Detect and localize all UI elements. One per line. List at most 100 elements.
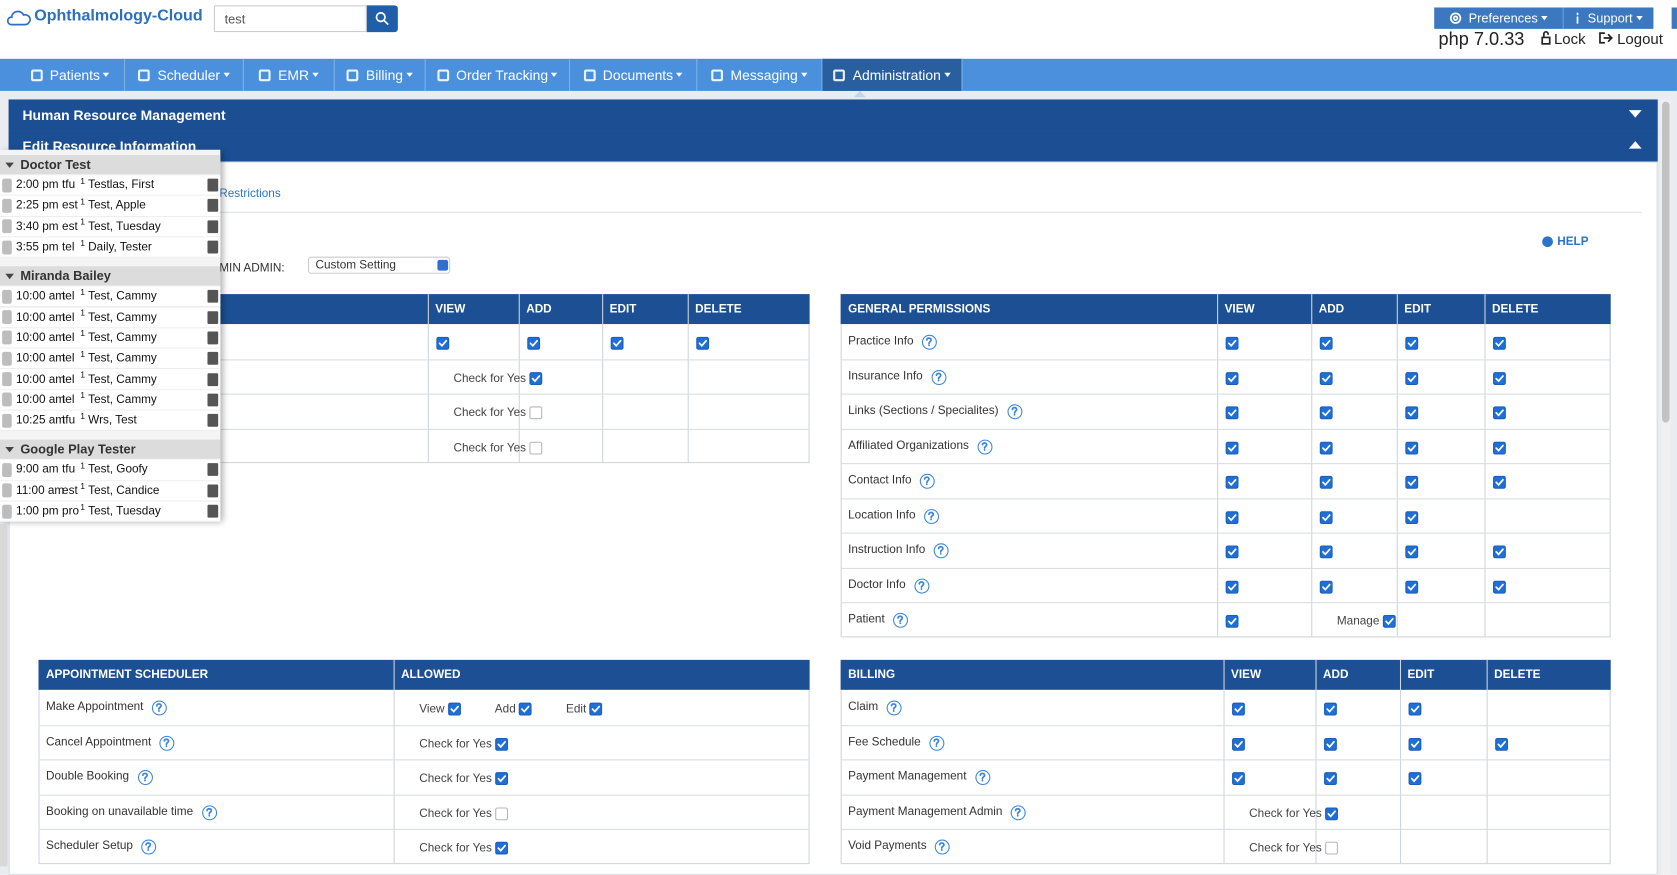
- checkbox[interactable]: [1324, 841, 1338, 855]
- checkbox[interactable]: [436, 336, 450, 350]
- help-icon[interactable]: [886, 700, 902, 716]
- search-button[interactable]: [366, 5, 398, 33]
- checkbox[interactable]: [1225, 406, 1239, 420]
- checkbox[interactable]: [1319, 441, 1333, 455]
- checkbox[interactable]: [1493, 336, 1506, 350]
- logout-link[interactable]: Logout: [1617, 29, 1663, 48]
- checkbox[interactable]: [1408, 772, 1422, 786]
- help-icon[interactable]: [931, 369, 947, 385]
- checkbox[interactable]: [529, 406, 543, 420]
- checkbox[interactable]: [1225, 475, 1239, 489]
- checkbox[interactable]: [1319, 510, 1333, 524]
- admin-select[interactable]: Custom Setting: [308, 256, 451, 274]
- tab-link[interactable]: Restrictions: [219, 187, 281, 200]
- appointment-row[interactable]: 10:00 am tel 1 Test, Cammy: [0, 369, 221, 391]
- nav-item[interactable]: Patients: [16, 58, 126, 91]
- help-icon[interactable]: [975, 770, 991, 786]
- checkbox[interactable]: [1493, 475, 1506, 489]
- nav-item[interactable]: Documents: [570, 58, 698, 91]
- checkbox[interactable]: [495, 737, 508, 751]
- nav-item[interactable]: Billing: [335, 58, 426, 91]
- appointment-row[interactable]: 11:00 am est 1 Test, Candice: [0, 480, 221, 502]
- appointment-row[interactable]: 1:00 pm pro 1 Test, Tuesday: [0, 501, 221, 523]
- checkbox[interactable]: [1408, 702, 1422, 716]
- checkbox[interactable]: [1232, 772, 1245, 786]
- provider-header[interactable]: Google Play Tester: [0, 439, 221, 460]
- checkbox[interactable]: [1225, 510, 1239, 524]
- checkbox[interactable]: [1495, 737, 1508, 751]
- help-icon[interactable]: [137, 770, 153, 786]
- checkbox[interactable]: [1324, 806, 1338, 820]
- nav-item[interactable]: Messaging: [697, 58, 823, 91]
- checkbox[interactable]: [1225, 441, 1239, 455]
- checkbox[interactable]: [1405, 336, 1419, 350]
- checkbox[interactable]: [1493, 371, 1506, 385]
- nav-item[interactable]: Order Tracking: [426, 58, 571, 91]
- checkbox[interactable]: [495, 772, 508, 786]
- appointment-row[interactable]: 10:00 am tel 1 Test, Cammy: [0, 390, 221, 411]
- checkbox[interactable]: [1225, 545, 1239, 559]
- appointment-row[interactable]: 10:00 am tel 1 Test, Cammy: [0, 348, 221, 370]
- support-button[interactable]: Support: [1563, 7, 1654, 29]
- checkbox[interactable]: [1225, 614, 1239, 628]
- help-icon[interactable]: [933, 543, 949, 559]
- checkbox[interactable]: [1225, 336, 1239, 350]
- help-icon[interactable]: [935, 839, 951, 855]
- checkbox[interactable]: [1324, 737, 1337, 751]
- checkbox[interactable]: [1319, 475, 1333, 489]
- checkbox[interactable]: [1408, 737, 1422, 751]
- checkbox[interactable]: [518, 702, 532, 716]
- checkbox[interactable]: [696, 336, 710, 350]
- checkbox[interactable]: [527, 336, 541, 350]
- nav-item[interactable]: Scheduler: [125, 58, 244, 91]
- checkbox[interactable]: [589, 702, 603, 716]
- checkbox[interactable]: [1405, 475, 1419, 489]
- checkbox[interactable]: [1324, 702, 1337, 716]
- checkbox[interactable]: [1405, 441, 1419, 455]
- checkbox[interactable]: [1319, 371, 1333, 385]
- checkbox[interactable]: [1405, 580, 1419, 594]
- help-icon[interactable]: [159, 735, 175, 751]
- checkbox[interactable]: [529, 441, 543, 455]
- checkbox[interactable]: [1405, 406, 1419, 420]
- help-icon[interactable]: [152, 700, 167, 716]
- checkbox[interactable]: [1405, 371, 1419, 385]
- help-icon[interactable]: [141, 839, 157, 855]
- checkbox[interactable]: [1232, 737, 1245, 751]
- checkbox[interactable]: [495, 841, 508, 855]
- panel-header[interactable]: Human Resource Management: [8, 99, 1658, 131]
- appointment-row[interactable]: 3:55 pm tel 1 Daily, Tester: [0, 237, 221, 258]
- appointment-row[interactable]: 10:25 am tfu 1 Wrs, Test: [0, 410, 221, 432]
- preferences-button[interactable]: Preferences: [1434, 7, 1564, 29]
- help-icon[interactable]: [1007, 404, 1023, 420]
- help-icon[interactable]: [201, 804, 217, 820]
- checkbox[interactable]: [1493, 441, 1506, 455]
- help-icon[interactable]: [924, 508, 940, 524]
- appointment-row[interactable]: 3:40 pm est 1 Test, Tuesday: [0, 216, 221, 238]
- scrollbar-thumb[interactable]: [1662, 101, 1670, 423]
- help-icon[interactable]: [1011, 804, 1026, 820]
- appointment-row[interactable]: 10:00 am tel 1 Test, Cammy: [0, 328, 221, 349]
- checkbox[interactable]: [1319, 336, 1333, 350]
- search-input[interactable]: test: [213, 5, 367, 33]
- provider-header[interactable]: Miranda Bailey: [0, 266, 221, 286]
- checkbox[interactable]: [447, 702, 461, 716]
- checkbox[interactable]: [1225, 371, 1239, 385]
- help-icon[interactable]: [922, 334, 938, 350]
- help-link[interactable]: HELP: [1542, 234, 1606, 249]
- appointment-row[interactable]: 9:00 am tfu 1 Test, Goofy: [0, 460, 221, 481]
- appointment-row[interactable]: 10:00 am tel 1 Test, Cammy: [0, 286, 221, 308]
- checkbox[interactable]: [1405, 545, 1419, 559]
- help-icon[interactable]: [893, 612, 909, 628]
- help-icon[interactable]: [929, 735, 945, 751]
- checkbox[interactable]: [610, 336, 624, 350]
- appointment-row[interactable]: 2:00 pm tfu 1 Testlas, First: [0, 175, 221, 197]
- panel-header[interactable]: Edit Resource Information: [8, 130, 1658, 162]
- help-icon[interactable]: [977, 439, 993, 455]
- checkbox[interactable]: [495, 806, 508, 820]
- checkbox[interactable]: [1493, 406, 1506, 420]
- checkbox[interactable]: [1319, 545, 1333, 559]
- checkbox[interactable]: [1493, 545, 1506, 559]
- checkbox[interactable]: [529, 371, 543, 385]
- nav-item[interactable]: EMR: [244, 58, 335, 91]
